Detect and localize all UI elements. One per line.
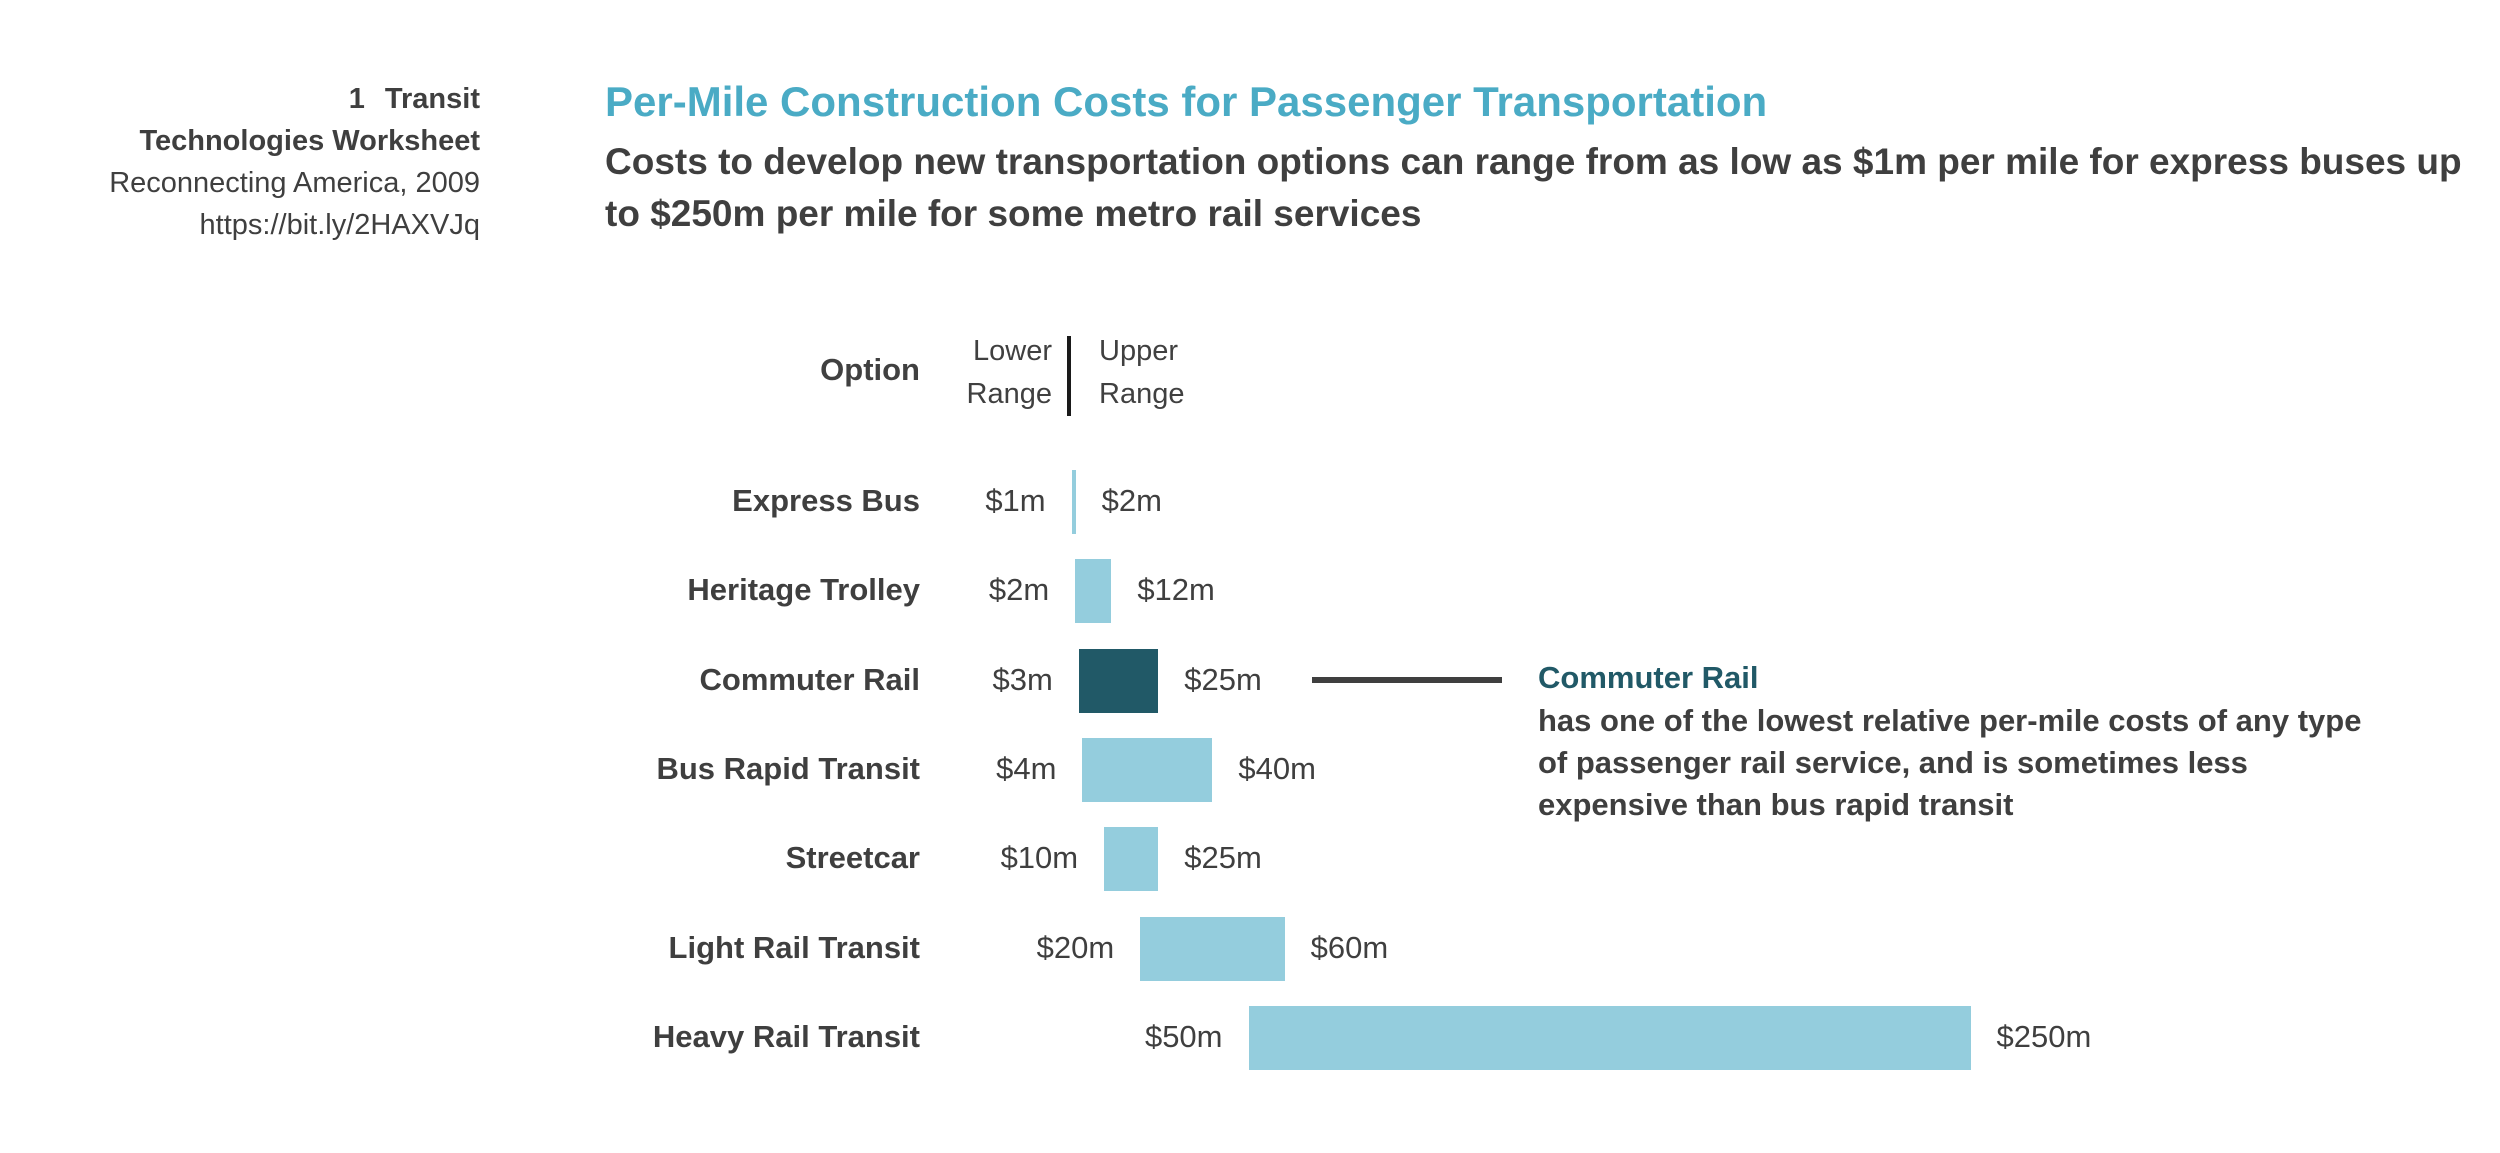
upper-value-label: $60m	[1310, 929, 1389, 965]
upper-value-label: $12m	[1137, 572, 1215, 608]
category-label: Streetcar	[785, 840, 920, 876]
source-number: 1	[348, 83, 365, 115]
category-label: Heavy Rail Transit	[652, 1018, 920, 1054]
upper-value-label: $25m	[1184, 840, 1262, 876]
callout-title: Commuter Rail	[1538, 660, 1759, 695]
header-upper-range: Upper Range	[1099, 335, 1185, 410]
category-label: Heritage Trolley	[687, 572, 920, 608]
header-divider	[1067, 336, 1071, 416]
source-line3: Reconnecting America, 2009	[109, 167, 480, 199]
category-label: Commuter Rail	[699, 661, 920, 697]
range-bar	[1071, 470, 1076, 534]
callout-text: has one of the lowest relative per-mile …	[1538, 703, 2362, 822]
source-line2: Technologies Worksheet	[139, 125, 480, 157]
category-label: Light Rail Transit	[668, 929, 920, 965]
range-bar	[1082, 737, 1213, 802]
lower-value-label: $2m	[988, 572, 1050, 608]
category-label: Bus Rapid Transit	[656, 750, 920, 786]
source-url[interactable]: https://bit.ly/2HAXVJq	[199, 209, 480, 241]
lower-value-label: $3m	[992, 661, 1053, 697]
range-bar	[1078, 648, 1159, 713]
category-label: Express Bus	[732, 483, 920, 518]
range-bar	[1140, 916, 1285, 981]
header-lower-range: Lower Range	[966, 335, 1052, 410]
lower-value-label: $4m	[996, 750, 1057, 786]
chart-title: Per-Mile Construction Costs for Passenge…	[605, 78, 1768, 125]
chart-subtitle: Costs to develop new transportation opti…	[605, 141, 2462, 234]
lower-value-label: $1m	[985, 483, 1046, 518]
upper-value-label: $250m	[1996, 1018, 2092, 1054]
range-bar	[1075, 559, 1112, 624]
lower-value-label: $50m	[1144, 1018, 1223, 1054]
upper-value-label: $25m	[1184, 661, 1262, 697]
range-bar	[1248, 1005, 1971, 1070]
lower-value-label: $10m	[1000, 840, 1079, 876]
range-bar	[1104, 827, 1159, 892]
upper-value-label: $40m	[1238, 750, 1316, 786]
callout-connector	[1312, 677, 1502, 683]
source-line1: Transit	[384, 83, 480, 115]
upper-value-label: $2m	[1101, 483, 1162, 518]
source-note: 1 Transit Technologies Worksheet Reconnec…	[0, 78, 480, 246]
header-option: Option	[820, 352, 920, 387]
lower-value-label: $20m	[1036, 929, 1115, 965]
